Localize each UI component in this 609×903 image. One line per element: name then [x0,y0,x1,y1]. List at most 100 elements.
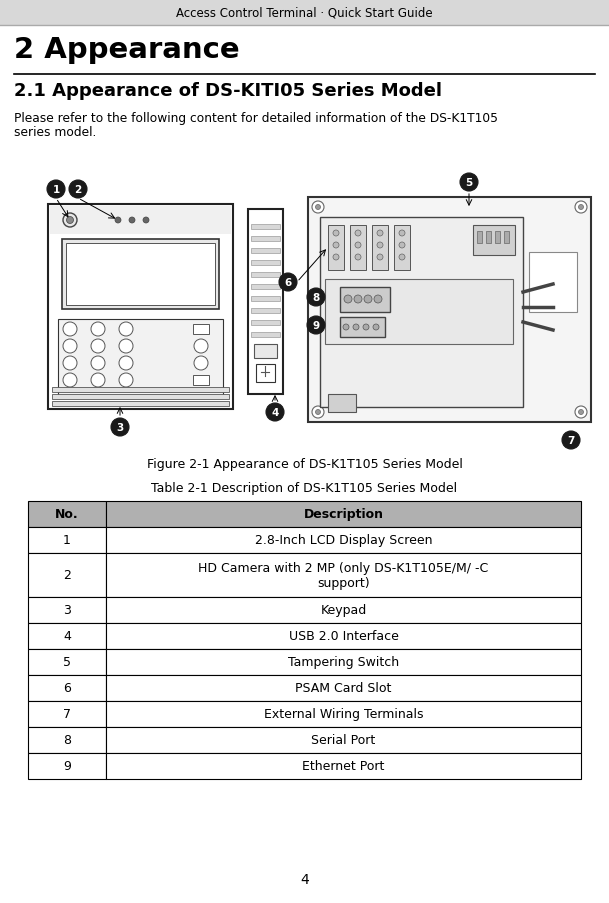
Text: 9: 9 [312,321,320,330]
Bar [106,598,581,623]
Text: 5: 5 [63,656,71,669]
Circle shape [377,255,383,261]
Circle shape [91,357,105,370]
Circle shape [63,357,77,370]
Text: 2: 2 [74,185,82,195]
Text: 9: 9 [63,759,71,773]
Bar [62,239,219,310]
Bar [193,325,209,335]
Bar [251,297,280,302]
Bar [486,232,491,244]
Bar [251,248,280,254]
Circle shape [579,410,583,415]
Text: series model.: series model. [14,126,96,139]
Bar [58,320,223,397]
Text: Keypad: Keypad [320,604,367,617]
Circle shape [377,231,383,237]
Circle shape [194,357,208,370]
Circle shape [312,201,324,214]
Circle shape [579,205,583,210]
Bar [320,218,523,407]
Circle shape [307,289,325,307]
Bar [28,598,106,623]
Bar [106,527,581,554]
Circle shape [111,418,129,436]
Text: Please refer to the following content for detailed information of the DS-K1T105: Please refer to the following content fo… [14,112,498,125]
Bar [529,253,577,312]
Text: Description: Description [303,507,384,521]
Circle shape [355,231,361,237]
Circle shape [575,406,587,418]
Text: 4: 4 [272,407,279,417]
Text: 6: 6 [284,278,292,288]
Circle shape [307,317,325,335]
Circle shape [333,231,339,237]
Bar [28,527,106,554]
Bar [28,501,106,527]
Bar [394,226,410,271]
Bar [251,321,280,326]
Text: 5: 5 [465,178,473,188]
Bar [66,244,215,305]
Text: 3: 3 [116,423,124,433]
Circle shape [91,322,105,337]
Text: 7: 7 [63,708,71,721]
Circle shape [63,374,77,387]
Bar [28,702,106,727]
Circle shape [333,255,339,261]
Circle shape [353,325,359,330]
Circle shape [373,325,379,330]
Text: 3: 3 [63,604,71,617]
Bar [52,387,229,393]
Bar [495,232,500,244]
Bar [350,226,366,271]
Circle shape [399,231,405,237]
Bar [473,226,515,256]
Circle shape [63,214,77,228]
Bar [106,501,581,527]
Text: No.: No. [55,507,79,521]
Circle shape [377,243,383,248]
Bar [477,232,482,244]
Text: Serial Port: Serial Port [311,733,376,747]
Text: 4: 4 [300,872,309,886]
Bar [28,753,106,779]
Circle shape [115,218,121,224]
Bar [48,205,233,410]
Circle shape [333,243,339,248]
Circle shape [66,218,74,224]
Text: 2: 2 [63,569,71,582]
Circle shape [266,404,284,422]
Bar [106,623,581,649]
Bar [0,0,609,26]
Circle shape [344,295,352,303]
Bar [106,675,581,702]
Bar [28,675,106,702]
Bar [251,332,280,338]
Text: 8: 8 [63,733,71,747]
Circle shape [575,201,587,214]
Circle shape [399,255,405,261]
Text: Tampering Switch: Tampering Switch [288,656,399,669]
Circle shape [194,340,208,354]
Bar [251,225,280,229]
Circle shape [63,322,77,337]
Circle shape [312,406,324,418]
Bar [106,702,581,727]
Circle shape [119,322,133,337]
Bar [28,649,106,675]
Circle shape [374,295,382,303]
Text: 7: 7 [568,435,575,445]
Text: 2 Appearance: 2 Appearance [14,36,239,64]
Circle shape [460,173,478,191]
Bar [28,727,106,753]
Circle shape [119,340,133,354]
Bar [256,365,275,383]
Circle shape [129,218,135,224]
Circle shape [69,181,87,199]
Bar [340,318,385,338]
Text: 2.1 Appearance of DS-KITI05 Series Model: 2.1 Appearance of DS-KITI05 Series Model [14,82,442,100]
Text: 1: 1 [63,534,71,547]
Bar [248,209,283,395]
Bar [504,232,509,244]
